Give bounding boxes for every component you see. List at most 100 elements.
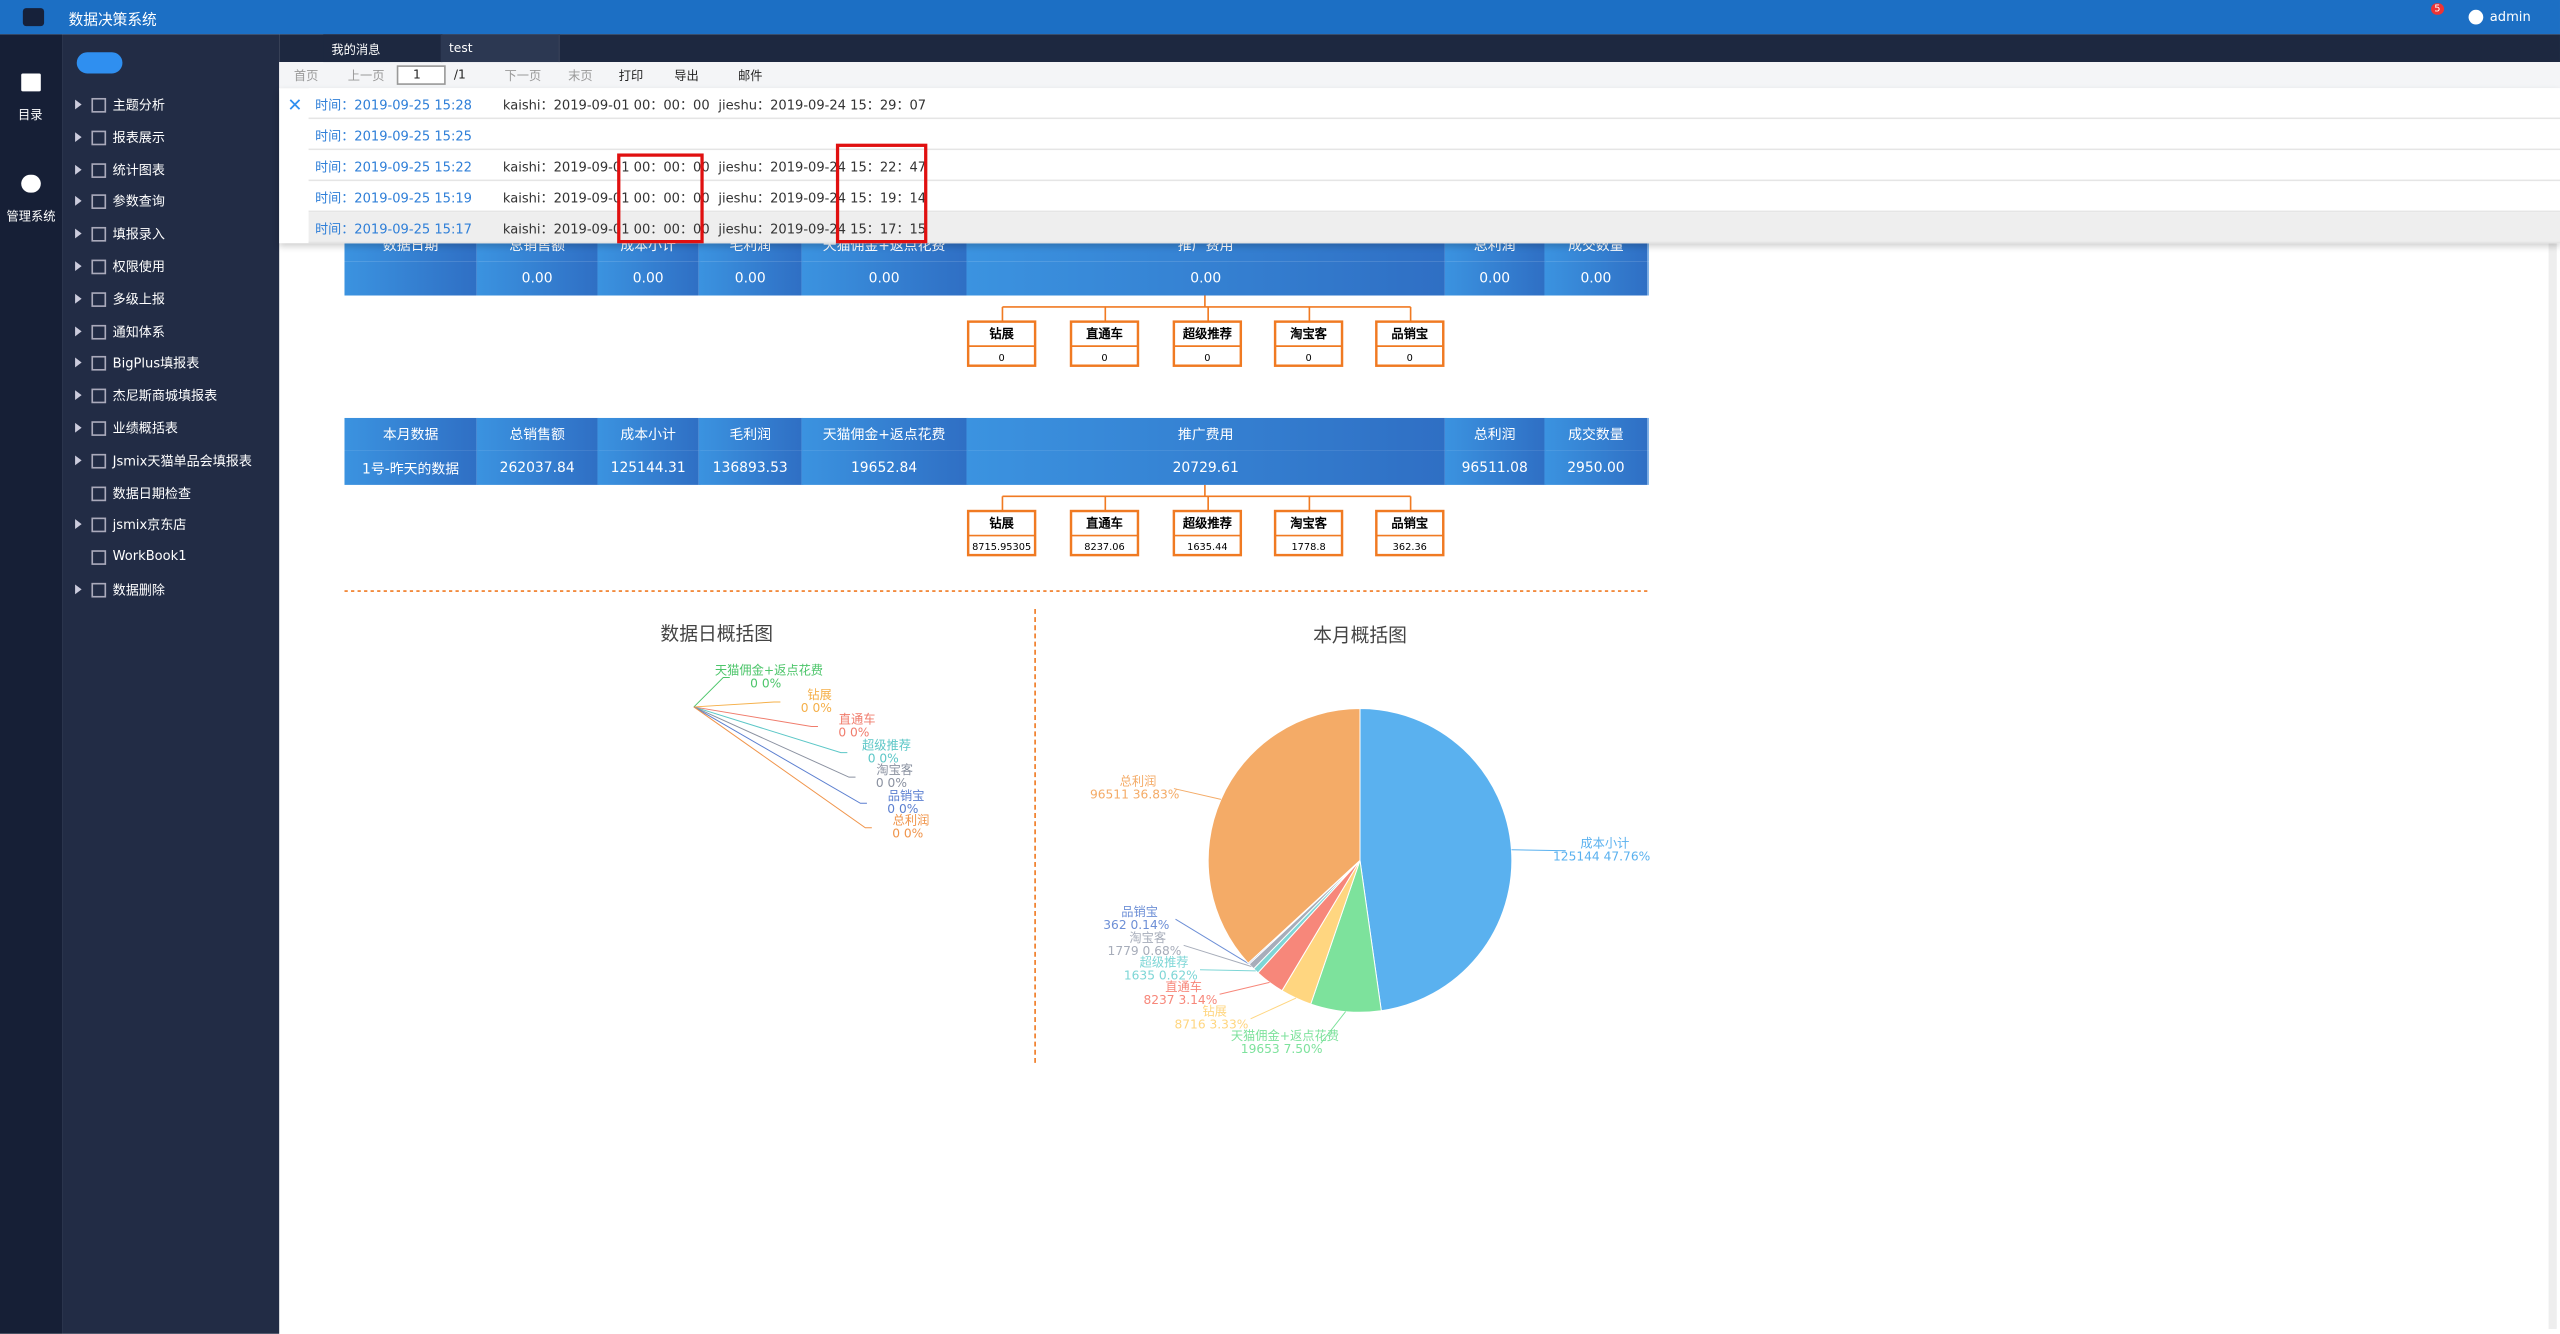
tab-label[interactable]: 我的消息: [331, 42, 381, 58]
pie-value-label: 8237 3.14%: [1143, 993, 1217, 1007]
tree-node: [1273, 509, 1344, 557]
page-number[interactable]: 1: [413, 66, 421, 82]
toolbar-button[interactable]: /1: [453, 66, 466, 82]
sidebar-item[interactable]: 报表展示: [112, 130, 165, 145]
toolbar-button[interactable]: 末页: [568, 68, 593, 84]
sidebar-item[interactable]: 填报录入: [112, 227, 165, 242]
sidebar-item[interactable]: 数据日期检查: [112, 485, 192, 501]
pie-slice: [1359, 708, 1513, 1012]
tree-value: 8237.06: [1084, 542, 1124, 553]
expand-arrow: [75, 455, 82, 465]
sidebar-item[interactable]: WorkBook1: [112, 548, 187, 564]
sidebar-item[interactable]: 杰尼斯商城填报表: [112, 388, 218, 404]
tree-node: [1172, 320, 1243, 367]
tree-label: 超级推荐: [1182, 326, 1232, 341]
sidebar-item[interactable]: 通知体系: [112, 324, 165, 339]
pie-value-label: 0 0%: [876, 776, 907, 790]
folder-icon: [91, 388, 107, 404]
expand-arrow: [75, 325, 82, 336]
message-dropdown: ✕ 时间：2019-09-25 15:28 kaishi：2019-09-01 00…: [279, 88, 2560, 244]
pie-value-label: 125144 47.76%: [1553, 849, 1650, 863]
table-header-cell: 推广费用: [966, 417, 1447, 451]
sidebar-item[interactable]: Jsmix天猫单品会填报表: [112, 453, 252, 469]
highlight-box: [835, 143, 928, 244]
tab-bar: [279, 34, 2560, 63]
table-value-cell: [344, 261, 479, 296]
sidebar-item[interactable]: 数据删除: [112, 582, 165, 598]
pie-value-label: 19653 7.50%: [1241, 1042, 1323, 1056]
message-row[interactable]: [308, 212, 2560, 244]
tree-value: 362.36: [1393, 542, 1427, 553]
message-time: 时间：2019-09-25 15:28: [315, 97, 472, 113]
table-header-cell: 天猫佣金+返点花费: [801, 417, 969, 451]
highlight-box: [617, 153, 704, 244]
message-end: jieshu：2019-09-24 15：19：14: [718, 191, 927, 206]
pie-label: 淘宝客: [1129, 930, 1166, 945]
toolbar-button[interactable]: 导出: [674, 68, 699, 84]
sidebar-item[interactable]: 业绩概括表: [112, 421, 178, 436]
expand-arrow: [75, 196, 82, 207]
nav-icon: [21, 73, 41, 92]
pie-value-label: 0 0%: [892, 827, 923, 841]
leader-line: [693, 701, 781, 708]
top-bar: [0, 0, 2560, 35]
expand-arrow: [75, 131, 82, 142]
tab[interactable]: [440, 34, 560, 63]
tab[interactable]: [323, 34, 443, 63]
table-header-cell: 成本小计: [597, 417, 701, 451]
table-value-cell: 19652.84: [801, 450, 969, 485]
message-time: 时间：2019-09-25 15:17: [315, 222, 472, 237]
view-toggle[interactable]: [76, 52, 123, 74]
pie-label: 超级推荐: [862, 737, 911, 752]
toolbar-button[interactable]: 邮件: [737, 68, 763, 84]
table-value-cell: 0.00: [476, 261, 600, 296]
table-value-cell: 136893.53: [698, 450, 804, 485]
sidebar-item[interactable]: BigPlus填报表: [112, 356, 200, 372]
expand-arrow: [75, 584, 82, 595]
pie-label: 钻展: [807, 687, 831, 702]
expand-arrow: [75, 422, 82, 433]
sidebar-item[interactable]: 统计图表: [112, 162, 165, 178]
message-start: kaishi：2019-09-01 00：00：00: [502, 222, 710, 237]
tree-node: [1069, 509, 1140, 557]
nav-label[interactable]: 管理系统: [6, 208, 56, 224]
user-name[interactable]: admin: [2489, 9, 2531, 25]
message-row[interactable]: [308, 88, 2560, 120]
table-header-cell: 毛利润: [698, 417, 804, 451]
message-end: jieshu：2019-09-24 15：22：47: [718, 159, 927, 175]
sidebar-item[interactable]: jsmix京东店: [112, 518, 187, 533]
notice-badge[interactable]: 5: [2431, 3, 2444, 15]
message-row[interactable]: [308, 119, 2560, 151]
sidebar-item[interactable]: 权限使用: [112, 259, 165, 275]
leader-line: [693, 706, 856, 778]
message-end: jieshu：2019-09-24 15：29：07: [718, 97, 927, 113]
tree-node: [966, 320, 1037, 367]
nav-label[interactable]: 目录: [17, 107, 43, 123]
leader-line: [693, 706, 872, 829]
toolbar-button[interactable]: 首页: [293, 68, 319, 84]
folder-icon: [91, 421, 107, 436]
tree-node: [1273, 320, 1344, 367]
table-value-cell: 1号-昨天的数据: [344, 450, 479, 485]
pie-label: 总利润: [893, 813, 930, 827]
toolbar-button[interactable]: 打印: [618, 68, 644, 84]
pie-label: 超级推荐: [1140, 955, 1189, 970]
expand-arrow: [75, 390, 82, 401]
table-value-cell: 0.00: [966, 261, 1447, 296]
pie-label: 品销宝: [1121, 905, 1158, 919]
message-row[interactable]: [308, 181, 2560, 213]
chart-title: 本月概括图: [1313, 625, 1407, 647]
close-button[interactable]: ✕: [287, 94, 303, 116]
toolbar-button[interactable]: 下一页: [504, 68, 542, 84]
toolbar-button[interactable]: 上一页: [347, 68, 385, 84]
folder-icon: [91, 162, 107, 178]
tree-label: 淘宝客: [1290, 326, 1327, 341]
folder-icon: [91, 97, 107, 113]
chart-title: 数据日概括图: [660, 623, 773, 645]
sidebar-item[interactable]: 主题分析: [112, 97, 165, 113]
sidebar-item[interactable]: 多级上报: [112, 291, 165, 307]
sidebar-item[interactable]: 参数查询: [112, 194, 165, 210]
tree-label: 钻展: [989, 515, 1014, 530]
tree-node: [1069, 320, 1140, 367]
tab-label[interactable]: test: [448, 40, 473, 56]
